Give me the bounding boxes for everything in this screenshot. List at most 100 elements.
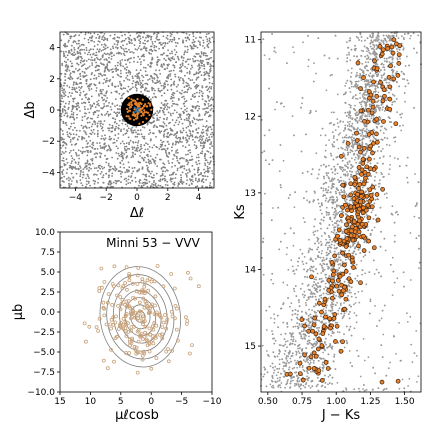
sky-field-point xyxy=(179,116,182,118)
y-tick-label: −4 xyxy=(42,168,56,178)
sky-field-point xyxy=(156,61,158,64)
sky-field-point xyxy=(166,128,168,131)
sky-field-point xyxy=(123,79,125,82)
pm-member-point xyxy=(155,264,160,268)
pm-member-point xyxy=(140,337,145,342)
sky-field-point xyxy=(125,77,127,79)
sky-field-point xyxy=(126,78,129,81)
sky-field-point xyxy=(148,175,151,178)
sky-field-point xyxy=(172,102,175,105)
sky-field-point xyxy=(200,90,203,93)
sky-field-point xyxy=(81,138,83,141)
sky-field-point xyxy=(162,35,165,38)
y-tick-label: −2.5 xyxy=(33,328,55,338)
sky-field-point xyxy=(158,42,161,44)
sky-field-point xyxy=(108,170,110,173)
cmd-field-point xyxy=(290,302,293,304)
cmd-field-point xyxy=(373,226,376,229)
y-tick-label: −7.5 xyxy=(33,368,55,378)
sky-field-point xyxy=(196,104,199,107)
sky-field-point xyxy=(166,108,169,111)
cmd-field-point xyxy=(336,172,339,175)
cmd-field-point xyxy=(358,301,361,304)
sky-field-point xyxy=(124,171,127,174)
sky-field-point xyxy=(173,80,176,83)
sky-field-point xyxy=(196,83,198,86)
sky-field-point xyxy=(88,87,90,90)
sky-field-point xyxy=(70,122,73,125)
sky-member-point xyxy=(147,102,150,105)
cmd-field-point xyxy=(286,340,289,342)
sky-field-point xyxy=(168,40,171,43)
sky-field-point xyxy=(173,124,176,127)
sky-field-point xyxy=(170,180,173,183)
sky-field-point xyxy=(116,157,119,160)
sky-field-point xyxy=(100,120,102,123)
pm-ylabel: μb xyxy=(11,304,26,321)
sky-field-point xyxy=(65,172,68,174)
sky-field-point xyxy=(74,90,77,93)
sky-field-point xyxy=(180,107,183,110)
sky-field-point xyxy=(72,83,75,86)
cmd-field-point xyxy=(335,196,338,199)
sky-field-point xyxy=(144,82,147,85)
sky-field-point xyxy=(190,87,192,90)
sky-field-point xyxy=(121,159,123,162)
sky-field-point xyxy=(136,36,139,39)
sky-field-point xyxy=(105,53,107,56)
cmd-field-point xyxy=(295,361,298,364)
sky-field-point xyxy=(156,34,158,36)
sky-field-point xyxy=(84,132,87,134)
sky-field-point xyxy=(200,51,203,54)
sky-field-point xyxy=(129,51,132,54)
sky-field-point xyxy=(146,148,149,151)
cmd-field-point xyxy=(367,61,370,64)
pm-member-point xyxy=(152,312,157,317)
sky-field-point xyxy=(154,89,156,92)
pm-member-point xyxy=(151,327,156,332)
sky-field-point xyxy=(66,115,69,118)
pm-member-point xyxy=(188,276,193,281)
sky-field-point xyxy=(144,181,147,184)
sky-field-point xyxy=(135,89,138,92)
sky-field-point xyxy=(127,48,130,51)
sky-field-point xyxy=(75,68,77,70)
sky-field-point xyxy=(101,147,104,149)
sky-field-point xyxy=(63,152,65,155)
cmd-field-point xyxy=(293,290,296,293)
sky-field-point xyxy=(185,173,187,175)
sky-field-point xyxy=(64,94,67,97)
sky-field-point xyxy=(205,33,208,35)
sky-field-point xyxy=(60,147,62,149)
sky-field-point xyxy=(189,79,192,81)
pm-member-point xyxy=(116,327,121,331)
sky-field-point xyxy=(196,180,199,183)
sky-field-point xyxy=(102,106,105,109)
sky-field-point xyxy=(87,182,90,184)
sky-field-point xyxy=(156,79,159,82)
sky-field-point xyxy=(141,135,144,138)
sky-field-point xyxy=(192,39,195,41)
sky-field-point xyxy=(93,45,96,48)
sky-field-point xyxy=(64,102,67,105)
sky-field-point xyxy=(130,156,133,159)
sky-field-point xyxy=(78,86,80,88)
sky-field-point xyxy=(153,44,156,47)
sky-field-point xyxy=(163,45,166,47)
pm-member-point xyxy=(184,321,189,326)
sky-field-point xyxy=(151,170,153,173)
sky-field-point xyxy=(154,95,157,98)
sky-field-point xyxy=(174,121,177,124)
sky-field-point xyxy=(162,85,165,87)
pm-member-point xyxy=(123,326,128,331)
sky-field-point xyxy=(204,126,207,128)
sky-field-point xyxy=(145,161,148,164)
sky-field-point xyxy=(168,143,170,146)
sky-field-point xyxy=(63,114,66,117)
sky-field-point xyxy=(192,130,194,133)
sky-field-point xyxy=(89,145,91,148)
sky-field-point xyxy=(181,182,184,185)
sky-field-point xyxy=(157,80,160,83)
sky-member-point xyxy=(148,113,151,117)
sky-field-point xyxy=(196,46,199,49)
